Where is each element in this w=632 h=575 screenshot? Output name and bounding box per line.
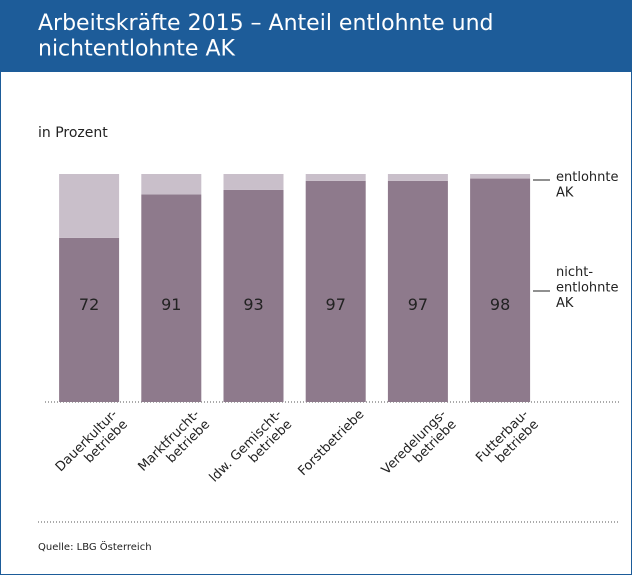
chart-title: Arbeitskräfte 2015 – Anteil entlohnte un… (38, 11, 494, 61)
value-label: 97 (408, 295, 428, 314)
source: Quelle: LBG Österreich (38, 540, 152, 553)
bar-segment (141, 174, 202, 195)
bar-segment (387, 174, 448, 181)
value-label: 91 (161, 295, 181, 314)
bar-segment (223, 189, 284, 402)
subtitle: in Prozent (38, 125, 108, 141)
bar-segment (305, 180, 366, 402)
bar-segment (59, 237, 120, 402)
title-bar (0, 0, 632, 72)
bar-segment (59, 174, 120, 238)
bar-segment (470, 174, 531, 179)
value-label: 97 (326, 295, 346, 314)
value-label: 72 (79, 295, 99, 314)
legend-label: entlohnte AK (556, 170, 618, 201)
bar-segment (387, 180, 448, 402)
value-label: 98 (490, 295, 510, 314)
bar-segment (305, 174, 366, 181)
bar-segment (141, 194, 202, 402)
bar-segment (470, 178, 531, 402)
value-label: 93 (243, 295, 263, 314)
bar-segment (223, 174, 284, 190)
legend-label: nicht-entlohnte AK (556, 265, 618, 311)
